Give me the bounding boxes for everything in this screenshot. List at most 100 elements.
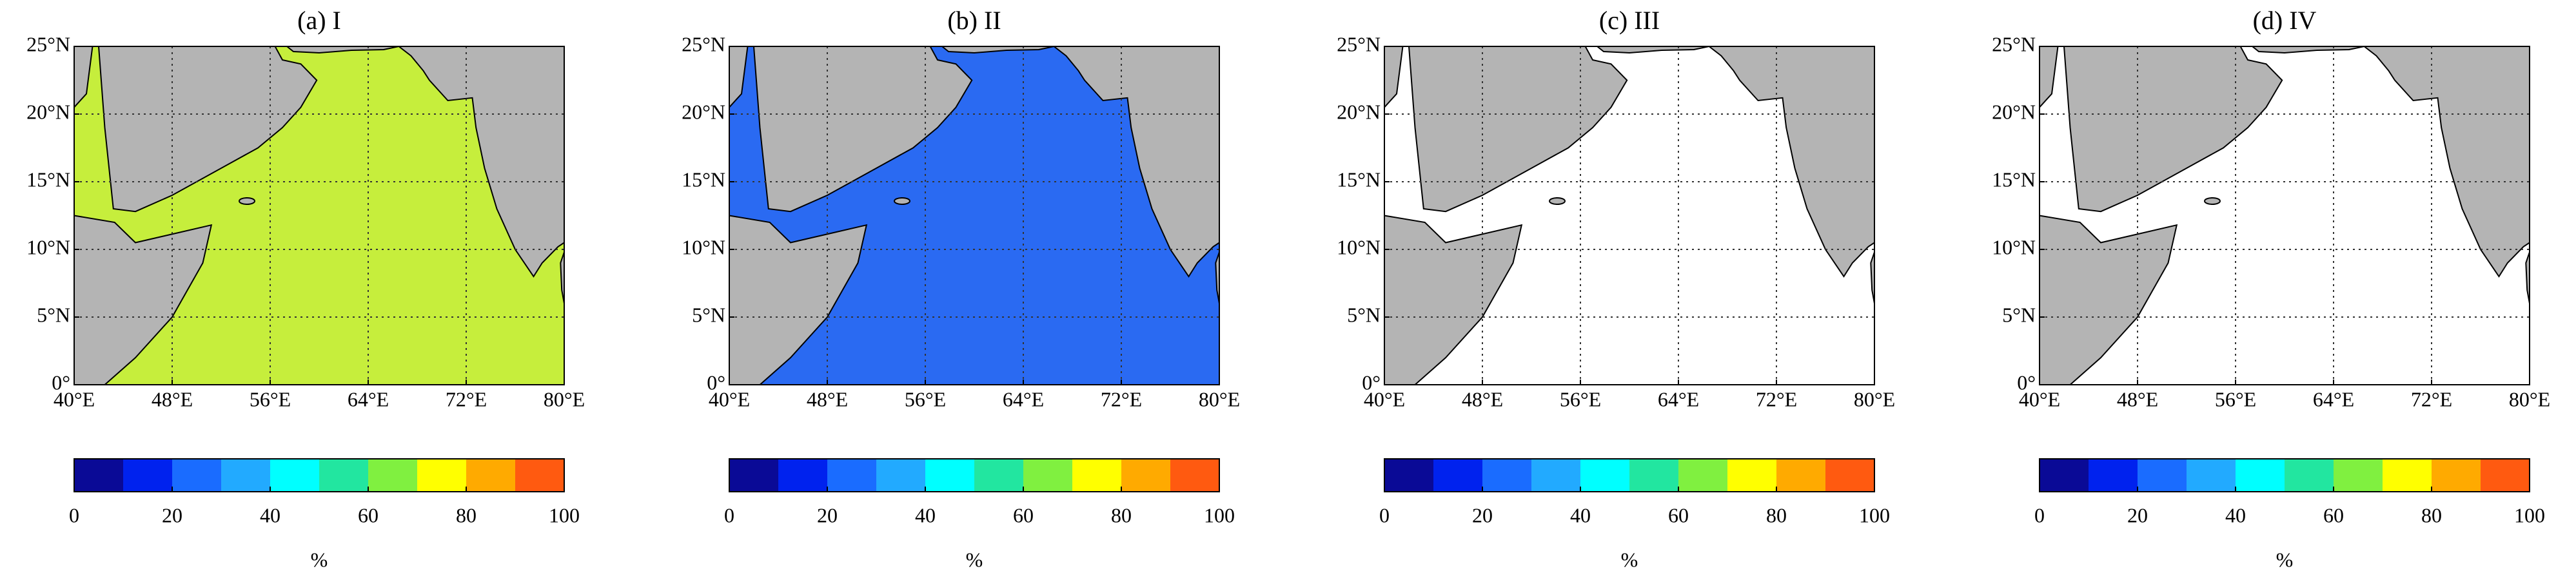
colorbar-tick-label: 40 [260, 503, 280, 527]
colorbar-segment [368, 459, 418, 492]
y-tick-label: 25°N [26, 32, 70, 55]
colorbar-segment [1170, 459, 1220, 492]
colorbar-tick-label: 60 [1013, 503, 1034, 527]
colorbar-label: % [311, 548, 328, 571]
colorbar-tick-label: 60 [2323, 503, 2344, 527]
colorbar-segment [172, 459, 222, 492]
panel: (c) III 40°E 48°E 56°E 64°E 72°E 80°E 0° 5°N 10°N… [1337, 6, 1895, 571]
colorbar-tick-label: 80 [456, 503, 477, 527]
panel-title: (d) IV [2253, 6, 2317, 35]
colorbar-segment [1384, 459, 1434, 492]
x-tick-label: 40°E [54, 387, 95, 411]
colorbar-segment [827, 459, 877, 492]
colorbar-segment [466, 459, 516, 492]
y-tick-label: 25°N [682, 32, 725, 55]
colorbar-segment [2383, 459, 2432, 492]
colorbar-tick-label: 40 [1570, 503, 1591, 527]
x-tick-label: 64°E [2313, 387, 2354, 411]
colorbar-tick-label: 20 [162, 503, 182, 527]
map-frame [1384, 46, 1875, 385]
colorbar-label: % [966, 548, 983, 571]
colorbar-tick-label: 100 [549, 503, 580, 527]
x-tick-label: 80°E [1854, 387, 1895, 411]
y-tick-label: 20°N [682, 100, 725, 123]
x-tick-label: 80°E [544, 387, 585, 411]
colorbar-segment [1023, 459, 1073, 492]
x-tick-label: 80°E [1199, 387, 1240, 411]
colorbar-label: % [1621, 548, 1638, 571]
colorbar-segment [1629, 459, 1679, 492]
colorbar-segment [1433, 459, 1483, 492]
colorbar-frame [2039, 458, 2530, 492]
colorbar-tick-label: 0 [1379, 503, 1390, 527]
colorbar-tick-label: 0 [724, 503, 734, 527]
y-tick-label: 15°N [26, 168, 70, 191]
y-tick-label: 20°N [1337, 100, 1381, 123]
colorbar-segment [2236, 459, 2285, 492]
y-tick-label: 5°N [37, 303, 70, 326]
x-tick-label: 72°E [2411, 387, 2452, 411]
y-tick-label: 0° [1362, 371, 1381, 394]
x-tick-label: 72°E [1756, 387, 1797, 411]
colorbar-segment [2187, 459, 2236, 492]
colorbar-segment [1482, 459, 1532, 492]
panel: (b) II 40°E 48°E 56°E 64°E 72°E 80°E 0° 5°N 10°N 1… [682, 6, 1240, 571]
x-tick-label: 40°E [709, 387, 750, 411]
colorbar-segment [2089, 459, 2138, 492]
x-tick-label: 56°E [250, 387, 291, 411]
y-tick-label: 10°N [1337, 235, 1381, 258]
colorbar-label: % [2276, 548, 2294, 571]
y-tick-label: 20°N [1992, 100, 2036, 123]
y-tick-label: 5°N [1347, 303, 1381, 326]
colorbar-frame [74, 458, 565, 492]
colorbar-segment [2432, 459, 2481, 492]
colorbar-tick-label: 60 [1668, 503, 1689, 527]
colorbar-tick-label: 80 [1111, 503, 1132, 527]
colorbar-frame [729, 458, 1220, 492]
x-tick-label: 80°E [2509, 387, 2550, 411]
colorbar-segment [2285, 459, 2334, 492]
x-tick-label: 64°E [1003, 387, 1044, 411]
colorbar-segment [1825, 459, 1875, 492]
y-tick-label: 20°N [26, 100, 70, 123]
colorbar-tick-label: 0 [69, 503, 79, 527]
map-frame [2039, 46, 2530, 385]
x-tick-label: 40°E [1364, 387, 1405, 411]
colorbar-tick-label: 80 [2421, 503, 2442, 527]
colorbar-segment [417, 459, 467, 492]
x-tick-label: 56°E [905, 387, 946, 411]
y-tick-label: 15°N [1992, 168, 2036, 191]
y-tick-label: 15°N [682, 168, 725, 191]
colorbar-segment [1580, 459, 1630, 492]
map-frame [74, 46, 565, 385]
colorbar-segment [1776, 459, 1826, 492]
x-tick-label: 64°E [1658, 387, 1699, 411]
colorbar-segment [2138, 459, 2187, 492]
panel-title: (b) II [947, 6, 1001, 35]
colorbar-segment [876, 459, 926, 492]
colorbar-segment [2334, 459, 2383, 492]
x-tick-label: 48°E [807, 387, 848, 411]
y-tick-label: 0° [52, 371, 70, 394]
x-tick-label: 48°E [1462, 387, 1503, 411]
colorbar-tick-label: 40 [915, 503, 936, 527]
colorbar-segment [221, 459, 271, 492]
colorbar-segment [74, 459, 124, 492]
y-tick-label: 0° [707, 371, 725, 394]
x-tick-label: 72°E [446, 387, 487, 411]
colorbar-segment [1727, 459, 1777, 492]
colorbar-segment [1531, 459, 1581, 492]
colorbar-tick-label: 20 [2127, 503, 2148, 527]
y-tick-label: 10°N [1992, 235, 2036, 258]
colorbar-tick-label: 0 [2034, 503, 2045, 527]
colorbar-segment [319, 459, 369, 492]
colorbar-segment [123, 459, 173, 492]
x-tick-label: 64°E [348, 387, 389, 411]
y-tick-label: 15°N [1337, 168, 1381, 191]
colorbar-segment [1121, 459, 1171, 492]
colorbar-tick-label: 100 [1204, 503, 1235, 527]
colorbar-segment [2040, 459, 2089, 492]
panel-title: (c) III [1599, 6, 1660, 35]
colorbar-frame [1384, 458, 1875, 492]
